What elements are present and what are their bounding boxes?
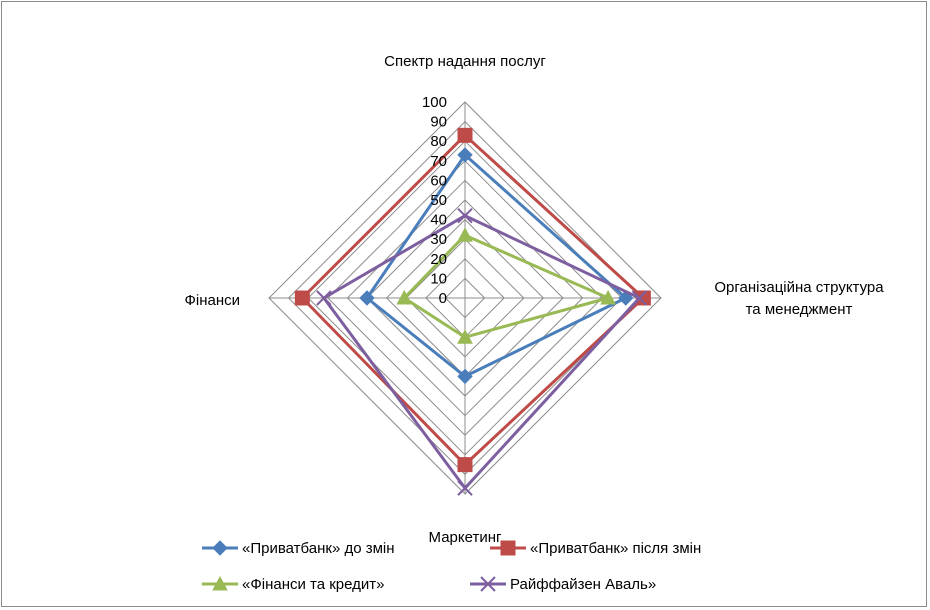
data-point [457,480,473,496]
series-2 [294,127,651,473]
category-label: Фінанси [184,292,240,309]
tick-label: 50 [430,192,447,209]
tick-label: 100 [422,94,447,111]
data-point [316,290,332,306]
tick-label: 30 [430,231,447,248]
data-point [457,457,473,473]
category-label-line: Організаційна структура [714,279,884,296]
legend-item: «Приватбанк» до змін [202,540,395,557]
data-point [359,290,375,306]
data-point-stroke [480,576,496,592]
data-point [457,329,473,344]
legend-label: Райффайзен Аваль» [510,576,656,593]
legend-item: Райффайзен Аваль» [470,576,656,593]
tick-label: 70 [430,153,447,170]
tick-label: 0 [439,290,447,307]
data-point [600,289,616,305]
category-label: Спектр надання послуг [384,53,546,70]
data-point [457,227,473,242]
data-point [294,290,310,306]
data-point [212,540,228,556]
data-point [457,127,473,143]
data-point [480,576,496,592]
series-4 [316,207,648,496]
series-line [365,153,628,378]
tick-layer: 0 10 20 30 40 50 60 70 80 90 100 [422,94,447,307]
category-label: Організаційна структура та менеджмент [714,279,884,318]
data-point-stroke [457,207,473,224]
series-line [300,133,645,467]
series-layer [294,127,651,496]
legend: «Приватбанк» до змін «Приватбанк» після з… [202,540,701,593]
data-point-stroke [457,480,473,496]
legend-label: «Приватбанк» до змін [242,540,395,557]
data-point [457,368,473,385]
data-point-stroke [316,290,332,306]
tick-label: 60 [430,172,447,189]
category-label-line: Спектр надання послуг [384,53,546,70]
series-3 [396,227,616,344]
tick-label: 20 [430,251,447,268]
data-point [500,540,516,556]
legend-label: «Приватбанк» після змін [530,540,701,557]
data-point [212,575,228,591]
axis-label-layer: Спектр надання послуг Організаційна струк… [184,53,884,546]
series-1 [359,147,634,385]
data-point [457,207,473,224]
legend-label: «Фінанси та кредит» [242,576,385,593]
tick-label: 80 [430,133,447,150]
legend-item: «Приватбанк» після змін [490,540,701,557]
data-point [457,147,473,163]
legend-item: «Фінанси та кредит» [202,575,385,593]
tick-label: 40 [430,212,447,229]
data-point [396,289,413,305]
category-label-line: Маркетинг [429,529,502,546]
category-label-line: та менеджмент [746,301,853,318]
category-label-line: Фінанси [184,292,240,309]
tick-label: 90 [430,114,447,131]
data-point [631,290,648,306]
tick-label: 10 [430,270,447,287]
category-label: Маркетинг [429,529,502,546]
data-point-stroke [631,290,648,306]
